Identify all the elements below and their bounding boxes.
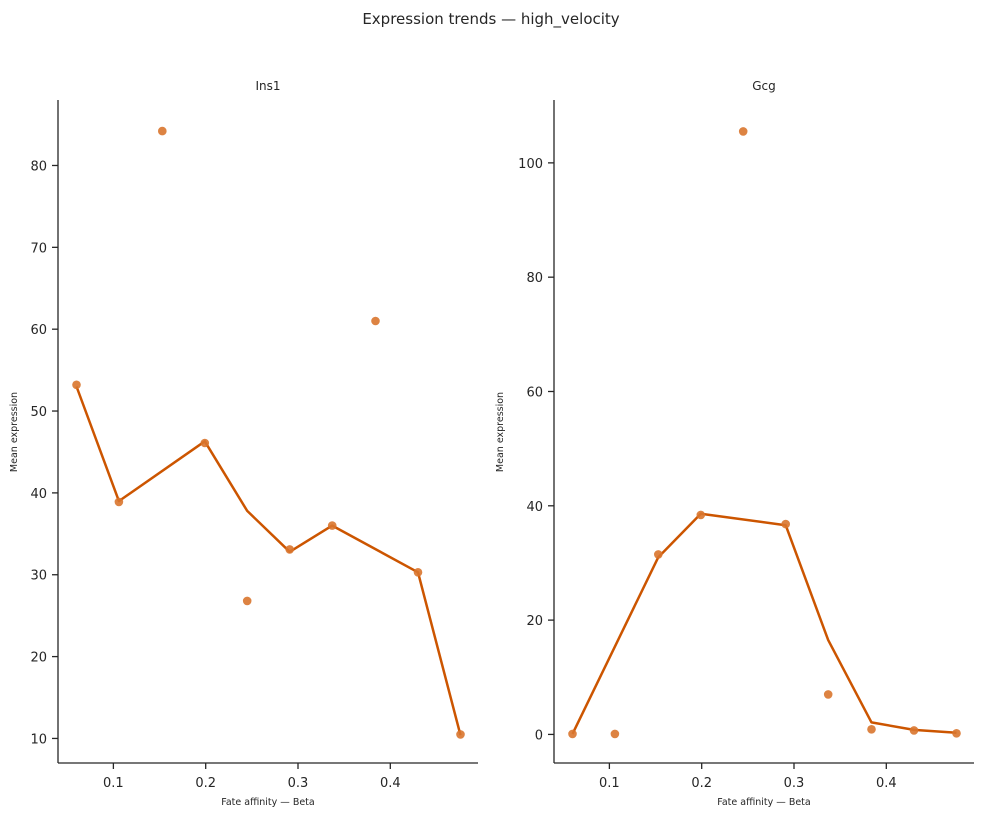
panel-ins1: Ins1 Fate affinity — Beta Mean expressio… [9, 79, 478, 808]
data-point [327, 521, 337, 530]
data-point [867, 725, 876, 734]
x-tick-label: 0.1 [103, 776, 124, 791]
trend-line [571, 512, 957, 735]
figure-title: Expression trends — high_velocity [362, 10, 619, 29]
data-point [114, 497, 124, 507]
x-tick-label: 0.2 [691, 776, 712, 791]
data-point [781, 519, 790, 529]
data-point [823, 690, 833, 699]
data-point [909, 726, 919, 735]
data-point [72, 380, 81, 390]
data-point [200, 438, 210, 448]
x-tick-label: 0.4 [876, 776, 897, 791]
x-axis-label: Fate affinity — Beta [221, 797, 314, 808]
y-tick-label: 0 [535, 728, 543, 743]
data-point [568, 729, 577, 739]
y-tick-label: 20 [526, 614, 543, 629]
y-tick-label: 70 [30, 241, 47, 256]
y-tick-label: 20 [30, 651, 47, 666]
x-axis-label: Fate affinity — Beta [717, 797, 810, 808]
data-point [738, 127, 748, 136]
data-point [654, 550, 663, 559]
x-tick-label: 0.3 [784, 776, 805, 791]
y-tick-label: 40 [526, 500, 543, 515]
data-point [952, 729, 961, 738]
y-tick-label: 60 [526, 385, 543, 400]
y-axis-label: Mean expression [495, 392, 506, 472]
y-tick-label: 60 [30, 323, 47, 338]
x-tick-label: 0.2 [195, 776, 216, 791]
data-point [242, 596, 252, 606]
y-tick-label: 80 [526, 271, 543, 286]
y-tick-label: 40 [30, 487, 47, 502]
panel-gcg: Gcg Fate affinity — Beta Mean expression… [495, 79, 974, 808]
y-tick-label: 80 [30, 159, 47, 174]
x-tick-label: 0.3 [288, 776, 309, 791]
y-tick-label: 50 [30, 405, 47, 420]
data-point [696, 510, 706, 520]
data-point [610, 729, 620, 739]
panel-title: Gcg [752, 79, 776, 93]
y-tick-label: 100 [518, 157, 543, 172]
y-axis-label: Mean expression [9, 392, 20, 472]
data-point [371, 316, 380, 326]
data-point [158, 126, 167, 136]
data-point [413, 568, 423, 577]
x-tick-label: 0.4 [380, 776, 401, 791]
panel-title: Ins1 [255, 79, 280, 93]
trend-line [75, 386, 462, 736]
x-tick-label: 0.1 [599, 776, 620, 791]
y-tick-label: 10 [30, 732, 47, 747]
y-tick-label: 30 [30, 569, 47, 584]
data-point [285, 545, 295, 554]
data-point [456, 730, 465, 739]
